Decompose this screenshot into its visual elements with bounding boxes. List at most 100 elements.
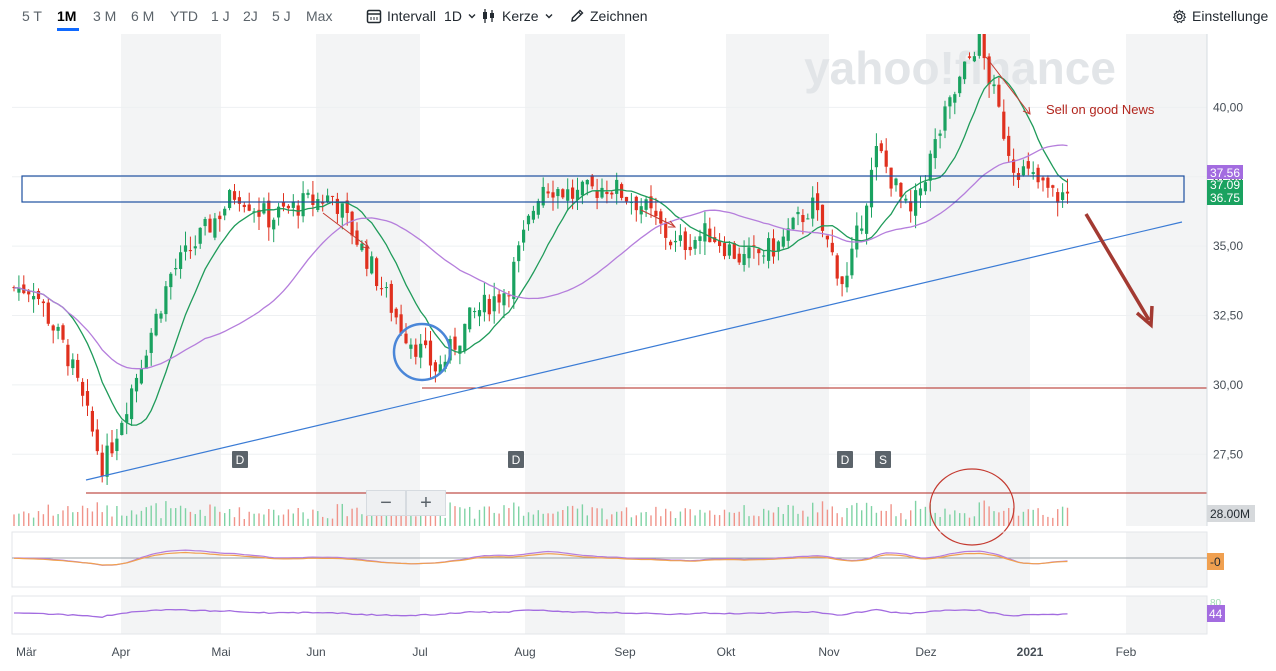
- volume-bar: [777, 507, 780, 526]
- range-button-1j[interactable]: 1 J: [211, 8, 230, 24]
- volume-bar: [351, 508, 353, 526]
- volume-bar: [518, 506, 520, 526]
- volume-bar: [420, 515, 422, 526]
- candle-body: [414, 344, 418, 357]
- event-marker-box[interactable]: [837, 451, 853, 468]
- zoom-out-button[interactable]: −: [366, 490, 406, 516]
- candle-body: [463, 323, 467, 352]
- event-marker-box[interactable]: [508, 451, 524, 468]
- range-button-5t[interactable]: 5 T: [22, 8, 42, 24]
- volume-bar: [170, 508, 172, 526]
- candle-body: [154, 313, 158, 336]
- calendar-icon: [366, 9, 382, 24]
- volume-bar: [145, 507, 147, 526]
- range-button-max[interactable]: Max: [306, 8, 333, 24]
- candle-body: [125, 414, 129, 423]
- month-band: [726, 596, 829, 634]
- event-marker-box[interactable]: [232, 451, 248, 468]
- volume-bar: [126, 515, 128, 526]
- volume-bar: [998, 512, 1000, 526]
- volume-bar: [297, 507, 299, 526]
- candle-body: [762, 255, 766, 257]
- candle-body: [326, 195, 330, 202]
- volume-bar: [542, 513, 544, 526]
- chart-type-selector[interactable]: Kerze: [481, 8, 554, 24]
- candle-body: [1041, 177, 1045, 181]
- candle-body: [90, 410, 94, 432]
- volume-bar: [464, 508, 466, 526]
- range-button-3m[interactable]: 3 M: [93, 8, 117, 24]
- candle-body: [757, 249, 761, 254]
- candle-body: [963, 61, 967, 80]
- volume-bar: [390, 506, 392, 526]
- candle-body: [972, 56, 976, 62]
- candle-body: [718, 240, 722, 247]
- volume-bar: [552, 513, 554, 526]
- volume-bar: [870, 506, 873, 526]
- candle-body: [869, 169, 874, 208]
- volume-bar: [865, 502, 868, 526]
- chart-toolbar: 5 T 1M 3 M 6 M YTD 1 J 2J 5 J Max Intervall 1D K…: [0, 0, 1276, 34]
- volume-bar: [532, 514, 535, 526]
- candle-body: [502, 293, 506, 306]
- long-moving-average-line: [13, 144, 1068, 370]
- volume-bar: [395, 512, 397, 526]
- interval-label: Intervall: [387, 8, 437, 24]
- volume-bar: [184, 508, 187, 526]
- volume-bar: [723, 509, 726, 526]
- range-button-2j[interactable]: 2J: [243, 8, 258, 24]
- volume-bar: [326, 518, 329, 526]
- volume-circle-marker: [929, 468, 1015, 546]
- candle-body: [781, 236, 785, 247]
- volume-bar: [905, 519, 907, 526]
- price-tag-mid: [1207, 180, 1243, 190]
- price-tag-last-text: 36.75: [1210, 191, 1240, 205]
- volume-bar: [714, 514, 716, 526]
- candle-body: [149, 332, 153, 353]
- zoom-in-button[interactable]: +: [406, 490, 446, 516]
- x-tick-label: Apr: [112, 645, 131, 659]
- interval-selector[interactable]: Intervall 1D: [366, 8, 477, 24]
- event-marker-label: D: [841, 453, 850, 467]
- candle-body: [683, 231, 687, 250]
- volume-bar: [380, 513, 383, 526]
- y-tick-label: 32,50: [1213, 309, 1243, 323]
- volume-bar: [150, 505, 152, 526]
- candle-body: [727, 244, 731, 256]
- volume-bar: [57, 514, 59, 526]
- candle-body: [884, 150, 888, 167]
- volume-bar: [763, 508, 765, 526]
- volume-bar: [135, 514, 138, 526]
- candle-body: [1031, 172, 1035, 174]
- range-button-ytd[interactable]: YTD: [170, 8, 198, 24]
- volume-bar: [674, 518, 677, 526]
- x-tick-label: Sep: [614, 645, 636, 659]
- volume-bar: [228, 509, 231, 526]
- volume-bar: [287, 509, 290, 526]
- event-marker-box[interactable]: [875, 451, 891, 468]
- volume-bar: [67, 506, 69, 526]
- volume-bar: [679, 511, 682, 526]
- candle-body: [1036, 167, 1040, 183]
- volume-bar: [576, 508, 579, 526]
- range-button-6m[interactable]: 6 M: [131, 8, 155, 24]
- volume-bar: [238, 507, 241, 526]
- price-tag-high: [1207, 165, 1243, 179]
- range-button-5j[interactable]: 5 J: [272, 8, 291, 24]
- volume-bar: [1057, 509, 1059, 526]
- rsi-line: [14, 608, 1068, 618]
- volume-bar: [856, 502, 858, 526]
- volume-bar: [1017, 515, 1020, 526]
- candle-body: [316, 199, 320, 210]
- volume-bar: [292, 513, 294, 526]
- volume-bar: [611, 514, 613, 526]
- candle-body: [1002, 111, 1006, 139]
- resistance-box: [21, 175, 1185, 203]
- candle-body: [737, 253, 741, 263]
- macd-tag: [1207, 553, 1224, 570]
- range-button-1m[interactable]: 1M: [57, 8, 77, 24]
- settings-button[interactable]: Einstellunge: [1172, 8, 1268, 24]
- draw-button[interactable]: Zeichnen: [569, 8, 648, 24]
- volume-bar: [733, 512, 735, 526]
